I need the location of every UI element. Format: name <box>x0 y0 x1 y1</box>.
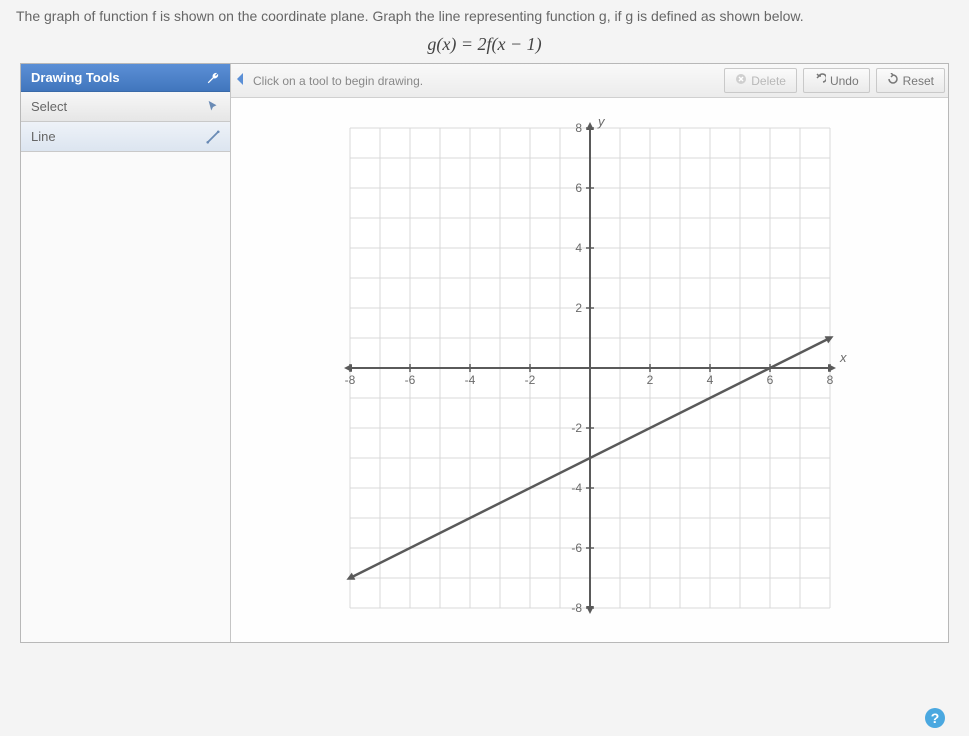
svg-text:-8: -8 <box>571 601 582 615</box>
svg-text:-8: -8 <box>344 373 355 387</box>
canvas-hint: Click on a tool to begin drawing. <box>249 74 721 88</box>
svg-text:-4: -4 <box>464 373 475 387</box>
undo-icon <box>814 73 826 88</box>
delete-icon <box>735 73 747 88</box>
sidebar-header: Drawing Tools <box>21 64 230 92</box>
undo-label: Undo <box>830 74 859 88</box>
svg-text:-6: -6 <box>571 541 582 555</box>
tool-label: Select <box>31 99 67 114</box>
svg-text:8: 8 <box>575 121 582 135</box>
reset-icon <box>887 73 899 88</box>
reset-button[interactable]: Reset <box>876 68 945 93</box>
tool-sidebar: Drawing Tools Select Line <box>21 64 231 642</box>
svg-text:2: 2 <box>646 373 653 387</box>
svg-text:2: 2 <box>575 301 582 315</box>
delete-label: Delete <box>751 74 786 88</box>
svg-text:4: 4 <box>706 373 713 387</box>
svg-text:x: x <box>839 350 847 365</box>
svg-text:4: 4 <box>575 241 582 255</box>
svg-text:6: 6 <box>766 373 773 387</box>
line-icon <box>206 130 220 144</box>
reset-label: Reset <box>903 74 934 88</box>
svg-text:8: 8 <box>826 373 833 387</box>
delete-button[interactable]: Delete <box>724 68 797 93</box>
svg-text:-6: -6 <box>404 373 415 387</box>
svg-text:y: y <box>597 114 606 129</box>
graph-container[interactable]: -8-6-4-22468-8-6-4-22468xy <box>231 98 948 642</box>
help-button[interactable]: ? <box>925 708 945 728</box>
problem-statement: The graph of function f is shown on the … <box>0 0 969 28</box>
collapse-sidebar-button[interactable] <box>231 73 249 88</box>
wrench-icon <box>206 71 220 85</box>
sidebar-title: Drawing Tools <box>31 70 120 85</box>
canvas-toolbar: Click on a tool to begin drawing. Delete… <box>231 64 948 98</box>
cursor-icon <box>206 100 220 114</box>
svg-text:-4: -4 <box>571 481 582 495</box>
svg-text:6: 6 <box>575 181 582 195</box>
svg-text:-2: -2 <box>524 373 535 387</box>
undo-button[interactable]: Undo <box>803 68 870 93</box>
svg-text:-2: -2 <box>571 421 582 435</box>
drawing-app: Drawing Tools Select Line Click on a too… <box>20 63 949 643</box>
canvas-area: Click on a tool to begin drawing. Delete… <box>231 64 948 642</box>
tool-label: Line <box>31 129 56 144</box>
problem-equation: g(x) = 2f(x − 1) <box>0 34 969 55</box>
tool-select[interactable]: Select <box>21 92 230 122</box>
tool-line[interactable]: Line <box>21 122 230 152</box>
coordinate-plane[interactable]: -8-6-4-22468-8-6-4-22468xy <box>330 108 850 628</box>
